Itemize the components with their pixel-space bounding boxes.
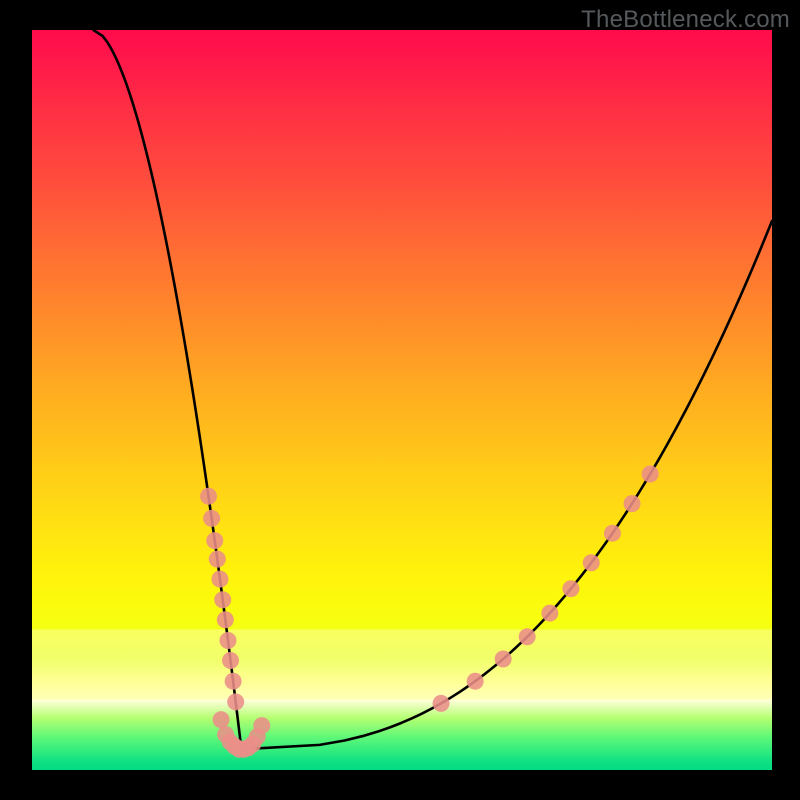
bottleneck-chart xyxy=(32,30,772,770)
plot-area xyxy=(32,30,772,770)
outer-frame: TheBottleneck.com xyxy=(0,0,800,800)
